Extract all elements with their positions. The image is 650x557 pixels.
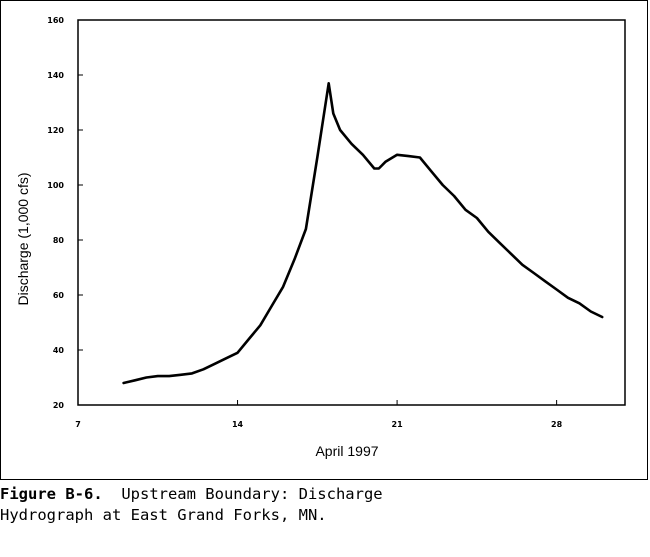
y-tick-label: 160 (47, 16, 64, 25)
y-axis-label: Discharge (1,000 cfs) (15, 172, 31, 305)
x-tick-label: 28 (551, 420, 563, 429)
y-tick-label: 60 (53, 291, 65, 300)
plot-area: 20 40 60 80 100 120 140 160 7 14 21 28 (47, 16, 626, 429)
plot-border (77, 19, 626, 406)
y-tick-label: 120 (47, 126, 64, 135)
caption-line-1: Upstream Boundary: Discharge (102, 485, 383, 503)
x-tick-label: 7 (75, 420, 81, 429)
caption-line-2: Hydrograph at East Grand Forks, MN. (0, 506, 327, 524)
x-tick-label: 21 (392, 420, 404, 429)
y-tick-label: 40 (53, 346, 65, 355)
figure-label: Figure B-6. (0, 485, 103, 503)
y-tick-label: 20 (53, 401, 65, 410)
y-tick-label: 80 (53, 236, 65, 245)
x-tick-label: 14 (232, 420, 244, 429)
discharge-series-line (122, 82, 604, 385)
y-tick-label: 140 (47, 71, 64, 80)
chart-frame (0, 0, 648, 480)
figure-caption: Figure B-6. Upstream Boundary: Discharge… (0, 484, 650, 526)
discharge-chart: 20 40 60 80 100 120 140 160 7 14 21 28 Discharge (1… (15, 16, 626, 459)
x-axis-label: April 1997 (315, 443, 378, 459)
y-tick-label: 100 (47, 181, 64, 190)
